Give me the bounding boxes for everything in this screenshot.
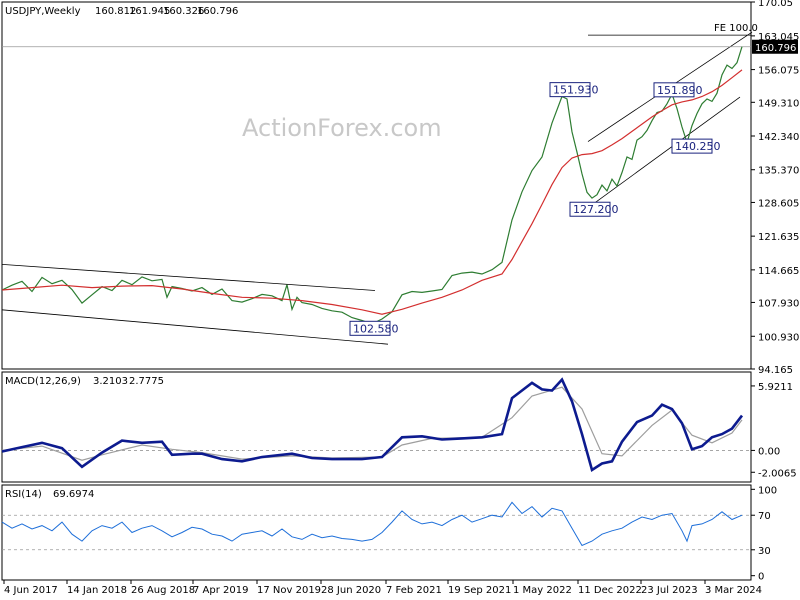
chart-header-low: 160.326 [163,6,204,17]
price-y-tick-label: 114.665 [758,266,799,277]
price-y-tick-label: 156.075 [758,66,799,77]
x-tick-label: 4 Jun 2017 [4,585,58,596]
channel-lower-line [1,309,389,345]
rsi-y-tick-label: 0 [758,572,764,583]
annotation-box [569,201,611,217]
channel-upper-line [1,263,376,291]
rsi-layer [1,501,751,551]
rsi-panel-frame [1,484,752,581]
annotation-box [671,138,713,154]
rsi-y-tick-label: 100 [758,485,777,496]
chart-header-open: 160.812 [95,6,136,17]
axis-layer: 170.05 163.045 156.075 149.310 142.340 135.37… [3,0,799,596]
macd-panel-frame [1,371,752,483]
annotation-label: 127.200 [573,203,619,216]
macd-layer [1,377,751,473]
fe-level-label: FE 100.0 [714,23,758,34]
price-y-tick-label: 142.340 [758,132,799,143]
macd-line [1,377,744,473]
annotation-label: 140.250 [675,140,721,153]
x-tick-label: 7 Apr 2019 [193,585,248,596]
annotation-label: 151.930 [553,84,599,97]
x-tick-label: 3 Mar 2024 [705,585,762,596]
macd-y-tick-label: -2.0065 [758,468,797,479]
x-tick-label: 7 Feb 2021 [386,585,442,596]
price-panel-frame [1,1,752,370]
x-tick-label: 17 Nov 2019 [257,585,321,596]
price-y-tick-label: 135.370 [758,166,799,177]
x-tick-label: 23 Jul 2023 [641,585,698,596]
uptrend-lower-line [587,96,741,209]
price-y-tick-label: 94.165 [758,365,793,376]
x-tick-label: 26 Aug 2018 [131,585,195,596]
x-tick-label: 1 May 2022 [513,585,572,596]
macd-header-signal: 2.7775 [129,376,164,387]
last-price-badge [752,39,798,54]
chart-header-symbol: USDJPY,Weekly [5,6,81,17]
chart-header-high: 161.945 [129,6,170,17]
last-price-badge-label: 160.796 [755,43,796,54]
annotation-label: 151.890 [657,84,703,97]
moving-average-line [1,69,743,315]
price-y-tick-label: 128.605 [758,198,799,209]
annotation-box [549,82,591,98]
macd-header-label: MACD(12,26,9) [5,376,81,387]
macd-header-value: 3.2103 [93,376,128,387]
price-y-tick-label: 100.930 [758,332,799,343]
price-y-tick-label: 107.930 [758,298,799,309]
rsi-y-tick-label: 70 [758,511,771,522]
price-y-tick-label: 149.310 [758,98,799,109]
price-layer: FE 100.0 151.930 151.890 140.250 127.200 102.… [1,23,758,345]
price-y-tick-label: 121.635 [758,232,799,243]
rsi-header-label: RSI(14) [5,489,42,500]
rsi-header-value: 69.6974 [53,489,94,500]
macd-y-tick-label: 5.9211 [758,382,793,393]
annotation-box [653,82,695,98]
rsi-line [1,501,743,547]
macd-y-tick-label: 0.00 [758,446,780,457]
price-y-tick-label: 170.05 [758,0,793,9]
x-tick-label: 19 Sep 2021 [448,585,511,596]
price-y-tick-label: 163.045 [758,32,799,43]
watermark: ActionForex.com [242,114,442,142]
chart-header-close: 160.796 [197,6,238,17]
x-tick-label: 11 Dec 2022 [578,585,642,596]
annotation-label: 102.580 [353,322,399,335]
rsi-y-tick-label: 30 [758,546,771,557]
annotation-box [349,320,391,336]
x-tick-label: 14 Jan 2018 [67,585,127,596]
x-tick-label: 28 Jun 2020 [321,585,381,596]
